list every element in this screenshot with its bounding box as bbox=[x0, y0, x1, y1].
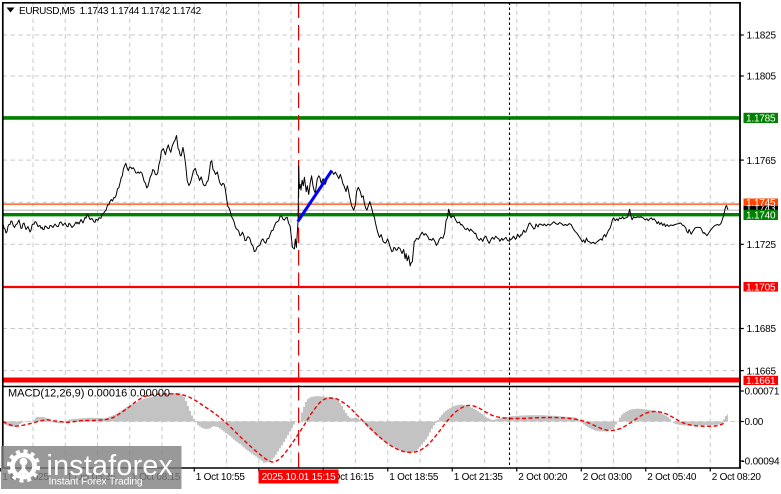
svg-text:1.1825: 1.1825 bbox=[747, 31, 777, 42]
svg-text:EURUSD,M5 1.1743 1.1744 1.174: EURUSD,M5 1.1743 1.1744 1.1742 1.1742 bbox=[19, 6, 202, 17]
svg-text:0.00: 0.00 bbox=[745, 417, 764, 428]
svg-text:1 Oct 16:15: 1 Oct 16:15 bbox=[325, 472, 375, 483]
svg-text:1.1743: 1.1743 bbox=[746, 204, 776, 215]
svg-text:1.1805: 1.1805 bbox=[747, 72, 777, 83]
svg-text:1 Oct 18:55: 1 Oct 18:55 bbox=[389, 472, 439, 483]
svg-text:1.1685: 1.1685 bbox=[747, 324, 777, 335]
svg-text:2 Oct 05:40: 2 Oct 05:40 bbox=[647, 472, 697, 483]
svg-text:MACD(12,26,9) 0.00016 0.00000: MACD(12,26,9) 0.00016 0.00000 bbox=[8, 387, 170, 399]
svg-text:1 Oct 21:35: 1 Oct 21:35 bbox=[454, 472, 504, 483]
svg-text:Instant Forex Trading: Instant Forex Trading bbox=[49, 477, 143, 488]
svg-text:1.1740: 1.1740 bbox=[746, 211, 776, 222]
svg-text:1.1665: 1.1665 bbox=[747, 366, 777, 377]
svg-text:1.1785: 1.1785 bbox=[746, 114, 776, 125]
svg-text:2 Oct 00:20: 2 Oct 00:20 bbox=[518, 472, 568, 483]
svg-text:1.1725: 1.1725 bbox=[747, 240, 777, 251]
svg-text:-0.00094: -0.00094 bbox=[742, 457, 781, 468]
svg-text:2 Oct 03:00: 2 Oct 03:00 bbox=[583, 472, 633, 483]
svg-text:1 Oct 10:55: 1 Oct 10:55 bbox=[196, 472, 246, 483]
svg-text:1.1765: 1.1765 bbox=[747, 156, 777, 167]
svg-text:instaforex: instaforex bbox=[47, 450, 174, 482]
svg-text:1.1661: 1.1661 bbox=[746, 376, 776, 387]
svg-text:2 Oct 08:20: 2 Oct 08:20 bbox=[712, 472, 762, 483]
svg-text:1.1705: 1.1705 bbox=[746, 282, 776, 293]
svg-text:2025.10.01 15:15: 2025.10.01 15:15 bbox=[262, 472, 337, 483]
svg-text:0.00071: 0.00071 bbox=[745, 387, 780, 398]
svg-text:1.1745: 1.1745 bbox=[746, 198, 776, 209]
